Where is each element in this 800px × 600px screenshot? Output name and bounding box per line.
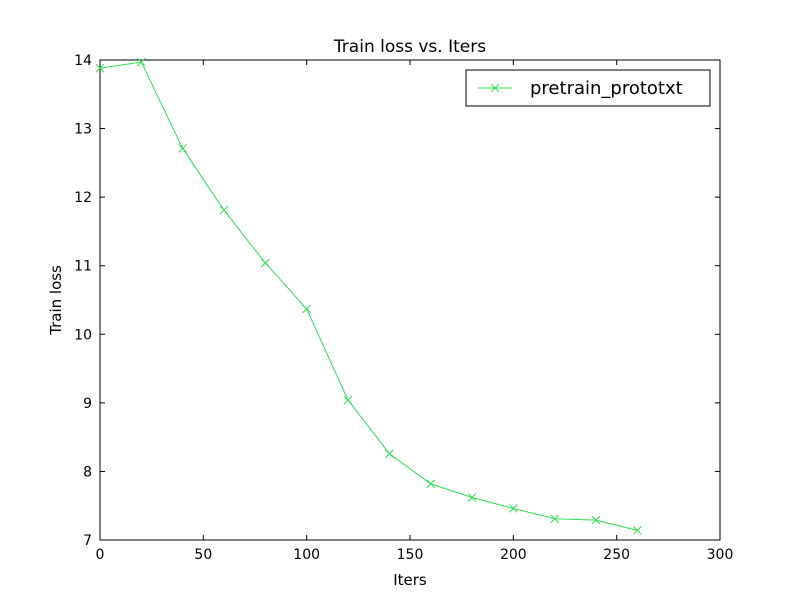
legend-label: pretrain_prototxt bbox=[530, 78, 683, 99]
x-tick-label: 250 bbox=[603, 547, 630, 563]
x-tick-label: 0 bbox=[96, 547, 105, 563]
y-tick-label: 13 bbox=[74, 122, 92, 138]
data-point-marker bbox=[550, 514, 560, 524]
data-point-marker bbox=[136, 57, 146, 67]
x-tick-label: 100 bbox=[293, 547, 320, 563]
data-point-marker bbox=[591, 515, 601, 525]
marker-stroke bbox=[343, 395, 353, 405]
y-tick-label: 14 bbox=[74, 53, 92, 69]
marker-stroke bbox=[178, 144, 188, 153]
legend: pretrain_prototxt bbox=[465, 69, 711, 107]
data-point-marker bbox=[426, 479, 436, 489]
marker-stroke bbox=[384, 449, 394, 458]
plot-frame bbox=[99, 59, 721, 541]
y-tick-label: 9 bbox=[83, 396, 92, 412]
y-tick-label: 10 bbox=[74, 327, 92, 343]
marker-stroke bbox=[95, 63, 105, 73]
marker-stroke bbox=[302, 304, 312, 314]
data-point-marker bbox=[95, 63, 105, 73]
marker-stroke bbox=[136, 57, 146, 67]
data-point-marker bbox=[343, 395, 353, 405]
marker-stroke bbox=[260, 258, 270, 268]
axis-ticks: 0 50 100 150 200 250 300 7 8 9 10 11 12 13 14 bbox=[74, 53, 733, 563]
x-axis-label: Iters bbox=[393, 571, 427, 589]
series-layer bbox=[95, 57, 642, 535]
data-point-marker bbox=[302, 304, 312, 314]
marker-stroke bbox=[632, 526, 642, 535]
chart-title: Train loss vs. Iters bbox=[333, 37, 486, 57]
y-tick-label: 7 bbox=[83, 533, 92, 549]
marker-stroke bbox=[591, 515, 601, 525]
marker-stroke bbox=[550, 514, 560, 524]
data-point-marker bbox=[178, 144, 188, 153]
y-tick-label: 12 bbox=[74, 190, 92, 206]
data-point-marker bbox=[219, 205, 229, 215]
x-tick-label: 200 bbox=[500, 547, 527, 563]
y-tick-label: 11 bbox=[74, 259, 92, 275]
legend-marker bbox=[490, 83, 500, 93]
x-tick-label: 300 bbox=[707, 547, 734, 563]
marker-stroke bbox=[508, 504, 518, 513]
data-point-marker bbox=[632, 526, 642, 535]
plot-area: 0 50 100 150 200 250 300 7 8 9 10 11 12 13 14 bbox=[74, 53, 733, 563]
x-tick-label: 150 bbox=[397, 547, 424, 563]
data-point-marker bbox=[384, 449, 394, 458]
series-line bbox=[99, 61, 638, 531]
y-axis-label: Train loss bbox=[47, 265, 65, 336]
data-point-marker bbox=[260, 258, 270, 268]
data-point-marker bbox=[508, 504, 518, 513]
y-tick-label: 8 bbox=[83, 464, 92, 480]
data-point-marker bbox=[467, 493, 477, 502]
marker-stroke bbox=[426, 479, 436, 489]
x-tick-label: 50 bbox=[194, 547, 212, 563]
marker-stroke bbox=[467, 493, 477, 502]
marker-stroke bbox=[219, 205, 229, 215]
